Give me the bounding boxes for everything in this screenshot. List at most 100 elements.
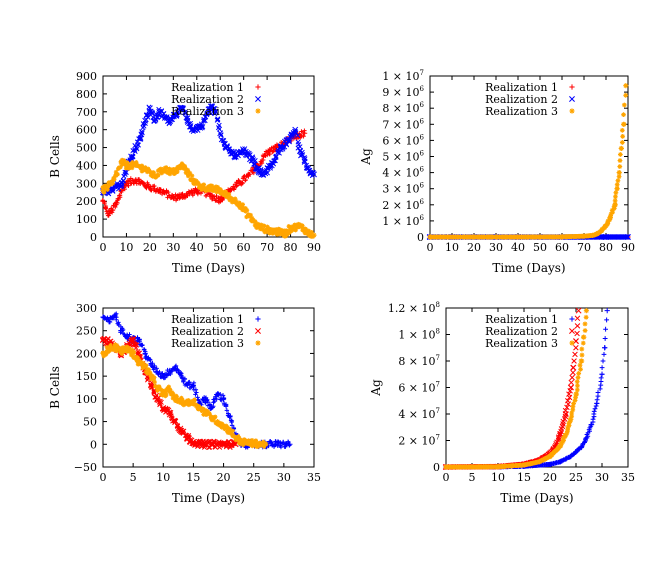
data-point (156, 108, 163, 115)
y-tick-label: 150 (76, 370, 97, 383)
x-tick-label: 10 (445, 241, 459, 254)
data-point (130, 347, 135, 353)
y-tick-label: 700 (76, 106, 97, 119)
y-tick-label: 3 × 106 (382, 182, 424, 196)
data-point (214, 418, 221, 425)
legend-label: Realization 2 (171, 93, 244, 106)
data-point (515, 234, 521, 240)
data-point (301, 158, 308, 165)
data-point (202, 185, 207, 191)
data-point (227, 414, 233, 420)
plot-frame (102, 307, 315, 468)
data-point (570, 407, 576, 413)
data-point (186, 189, 192, 194)
data-point (245, 212, 251, 219)
data-point (583, 314, 589, 320)
data-point (240, 202, 245, 207)
data-point (133, 354, 139, 360)
legend-label: Realization 3 (171, 337, 244, 350)
data-point (204, 188, 210, 193)
data-point (574, 387, 580, 393)
data-point (125, 160, 130, 165)
y-tick-label: 1 × 107 (382, 69, 424, 83)
data-point (120, 178, 126, 184)
data-point (199, 187, 205, 192)
data-point (599, 365, 605, 371)
data-point (195, 403, 200, 408)
data-point (217, 421, 222, 427)
data-point (211, 417, 216, 423)
data-point (134, 358, 139, 363)
x-axis-label: Time (Days) (500, 491, 573, 505)
data-point (578, 444, 584, 450)
data-point (112, 347, 117, 352)
data-point (187, 170, 193, 176)
data-point (217, 196, 223, 203)
data-point (116, 322, 121, 327)
data-point (277, 229, 282, 234)
data-point (570, 369, 576, 376)
data-point (137, 135, 144, 142)
data-point (619, 140, 625, 145)
data-point (109, 187, 116, 194)
data-point (562, 411, 569, 417)
data-point (590, 416, 596, 422)
y-tick-label: 4 × 107 (398, 407, 440, 421)
data-point (151, 173, 158, 179)
data-point (100, 350, 106, 357)
data-point (231, 153, 238, 160)
x-tick-label: 30 (166, 241, 180, 254)
data-point (208, 193, 214, 199)
data-point (239, 180, 245, 185)
data-point (149, 376, 154, 382)
data-point (208, 414, 215, 420)
data-point (249, 439, 254, 445)
data-point (601, 351, 607, 357)
data-point (245, 173, 251, 179)
data-point (262, 223, 267, 229)
data-point (227, 187, 233, 194)
data-point (142, 350, 148, 357)
data-point (156, 173, 161, 178)
data-point (185, 167, 190, 173)
data-point (613, 190, 619, 196)
data-point (178, 165, 184, 170)
x-tick-label: 80 (599, 241, 613, 254)
data-point (186, 173, 191, 179)
data-point (101, 190, 106, 195)
data-point (275, 441, 281, 447)
data-point (186, 169, 191, 174)
data-point (215, 117, 221, 123)
data-point (207, 103, 214, 110)
data-point (253, 219, 258, 224)
legend-label: Realization 1 (171, 313, 244, 326)
data-point (620, 133, 626, 139)
data-point (306, 230, 312, 237)
data-point (300, 223, 305, 228)
data-point (170, 391, 176, 396)
legend-marker (255, 340, 261, 346)
data-point (137, 164, 142, 169)
data-point (592, 406, 598, 412)
data-point (214, 193, 219, 199)
data-point (253, 438, 259, 444)
data-point (120, 327, 126, 333)
series-3 (100, 157, 317, 239)
data-point (189, 177, 195, 183)
data-point (223, 189, 229, 195)
data-point (604, 308, 610, 314)
data-point (105, 187, 110, 192)
data-point (178, 398, 184, 404)
data-point (576, 371, 582, 376)
y-axis-label: Ag (369, 379, 383, 397)
data-point (569, 413, 575, 419)
data-point (244, 208, 250, 213)
data-point (108, 343, 113, 348)
data-point (130, 336, 137, 343)
data-point (621, 102, 627, 108)
data-point (105, 211, 111, 217)
data-point (118, 180, 125, 187)
y-tick-label: 800 (76, 88, 97, 101)
